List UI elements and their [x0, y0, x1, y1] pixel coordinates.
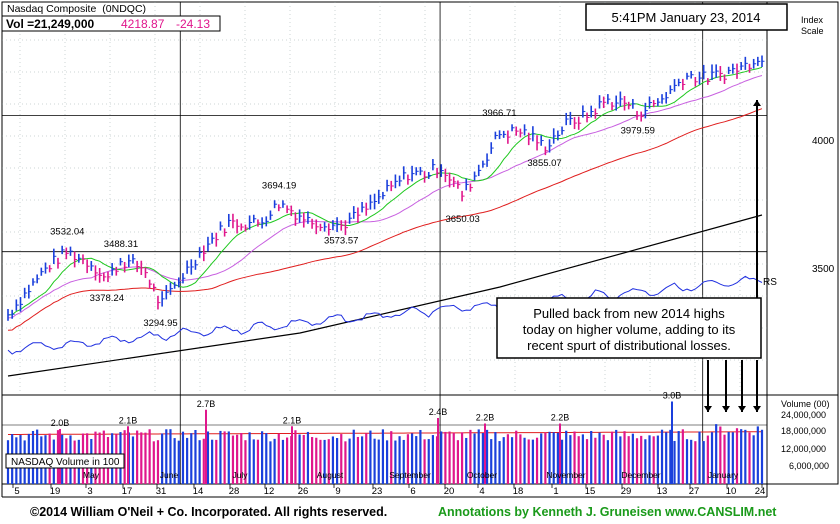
month-label: August — [317, 470, 344, 480]
price-level-label: 3488.31 — [104, 239, 138, 250]
date-tick-label: 4 — [479, 486, 484, 497]
header-box — [1, 15, 221, 32]
volume-spike-label: 2.2B — [476, 413, 495, 423]
arrow-head — [704, 406, 712, 412]
timestamp-box — [585, 3, 788, 31]
arrow-head — [738, 406, 746, 412]
volume-bars — [6, 401, 764, 484]
arrow-head — [722, 406, 730, 412]
date-tick-label: 10 — [726, 486, 737, 497]
price-level-label: 3650.03 — [445, 214, 479, 225]
month-label: July — [232, 470, 248, 480]
volume-tick-24m: 24,000,000 — [781, 410, 826, 420]
month-label: September — [389, 470, 431, 480]
price-level-label: 3979.59 — [621, 126, 655, 137]
date-tick-label: 31 — [156, 486, 167, 497]
price-tick-4000: 4000 — [812, 136, 835, 147]
date-tick-label: 24 — [755, 486, 766, 497]
month-label: November — [546, 470, 585, 480]
date-tick-label: 27 — [689, 486, 700, 497]
arrow-head — [753, 100, 761, 106]
price-level-label: 3855.07 — [527, 158, 561, 169]
date-tick-label: 19 — [50, 486, 61, 497]
volume-readout: Vol =21,249,000 — [6, 17, 95, 31]
date-tick-label: 3 — [87, 486, 92, 497]
date-tick-label: 23 — [372, 486, 383, 497]
volume-spike-label: 2.0B — [51, 418, 70, 428]
month-label: January — [708, 470, 739, 480]
date-tick-label: 17 — [122, 486, 133, 497]
annotation-arrows — [704, 100, 761, 412]
date-tick-label: 1 — [553, 486, 558, 497]
volume-spike-label: 3.0B — [663, 391, 682, 401]
price-level-label: 3532.04 — [50, 226, 84, 237]
copyright: ©2014 William O'Neil + Co. Incorporated.… — [30, 505, 387, 519]
price-tick-3500: 3500 — [812, 264, 835, 275]
annotation-box — [496, 297, 762, 359]
change-readout: -24.13 — [176, 17, 210, 31]
annotation-line-2: today on higher volume, adding to its — [523, 322, 736, 337]
annotation-credit: Annotations by Kenneth J. Gruneisen www.… — [438, 505, 777, 519]
price-readout: 4218.87 — [121, 17, 165, 31]
date-tick-label: 26 — [298, 486, 309, 497]
arrow-head — [753, 406, 761, 412]
volume-header: Volume (00) — [781, 399, 830, 409]
price-bars — [7, 55, 765, 321]
date-tick-label: 15 — [585, 486, 596, 497]
date-tick-label: 29 — [621, 486, 632, 497]
volume-spike-label: 2.7B — [197, 399, 216, 409]
month-label: October — [467, 470, 497, 480]
date-tick-label: 9 — [335, 486, 340, 497]
volume-spike-label: 2.2B — [551, 413, 570, 423]
annotation-line-3: recent spurt of distributional losses. — [527, 338, 731, 353]
volume-tick-12m: 12,000,000 — [781, 444, 826, 454]
symbol-text: (0NDQC) — [102, 3, 146, 15]
volume-spike-label: 2.4B — [429, 407, 448, 417]
volume-label: NASDAQ Volume in 100 — [11, 457, 120, 468]
timestamp: 5:41PM January 23, 2014 — [612, 10, 761, 25]
date-tick-label: 13 — [657, 486, 668, 497]
volume-spike-label: 2.1B — [283, 415, 302, 425]
rs-line — [7, 275, 763, 355]
price-level-label: 3573.57 — [324, 235, 358, 246]
volume-average-line — [8, 431, 762, 435]
month-label: June — [160, 470, 179, 480]
price-level-label: 3294.95 — [143, 318, 177, 329]
date-tick-label: 12 — [264, 486, 275, 497]
month-label: May — [83, 470, 100, 480]
price-level-label: 3694.19 — [262, 181, 296, 192]
volume-tick-18m: 18,000,000 — [781, 426, 826, 436]
volume-tick-6m: 6,000,000 — [789, 461, 829, 471]
ma-10-line — [7, 66, 763, 316]
ma-200-line — [7, 214, 763, 377]
price-level-label: 3966.71 — [482, 108, 516, 119]
index-scale-label-2: Scale — [801, 26, 824, 36]
index-scale-label-1: Index — [801, 15, 824, 25]
date-tick-label: 14 — [193, 486, 204, 497]
chart-title: Nasdaq Composite (0NDQC) — [7, 3, 146, 15]
date-tick-label: 18 — [513, 486, 524, 497]
rs-label: RS — [763, 277, 777, 288]
date-tick-label: 20 — [444, 486, 455, 497]
date-tick-label: 28 — [229, 486, 240, 497]
date-tick-label: 5 — [14, 486, 19, 497]
annotation-line-1: Pulled back from new 2014 highs — [533, 306, 725, 321]
chart-labels: 2.0B 2.1B 2.7B 2.1B 2.4B 2.2B 2.2B 3.0B 3532.04 3… — [12, 108, 766, 497]
ma-50-line — [7, 108, 763, 331]
title-text: Nasdaq Composite — [7, 3, 96, 15]
date-tick-label: 6 — [410, 486, 415, 497]
month-label: December — [621, 470, 660, 480]
moving-average-lines — [7, 66, 763, 435]
volume-label-box — [5, 453, 125, 469]
volume-spike-label: 2.1B — [119, 415, 138, 425]
price-level-label: 3378.24 — [90, 293, 124, 304]
